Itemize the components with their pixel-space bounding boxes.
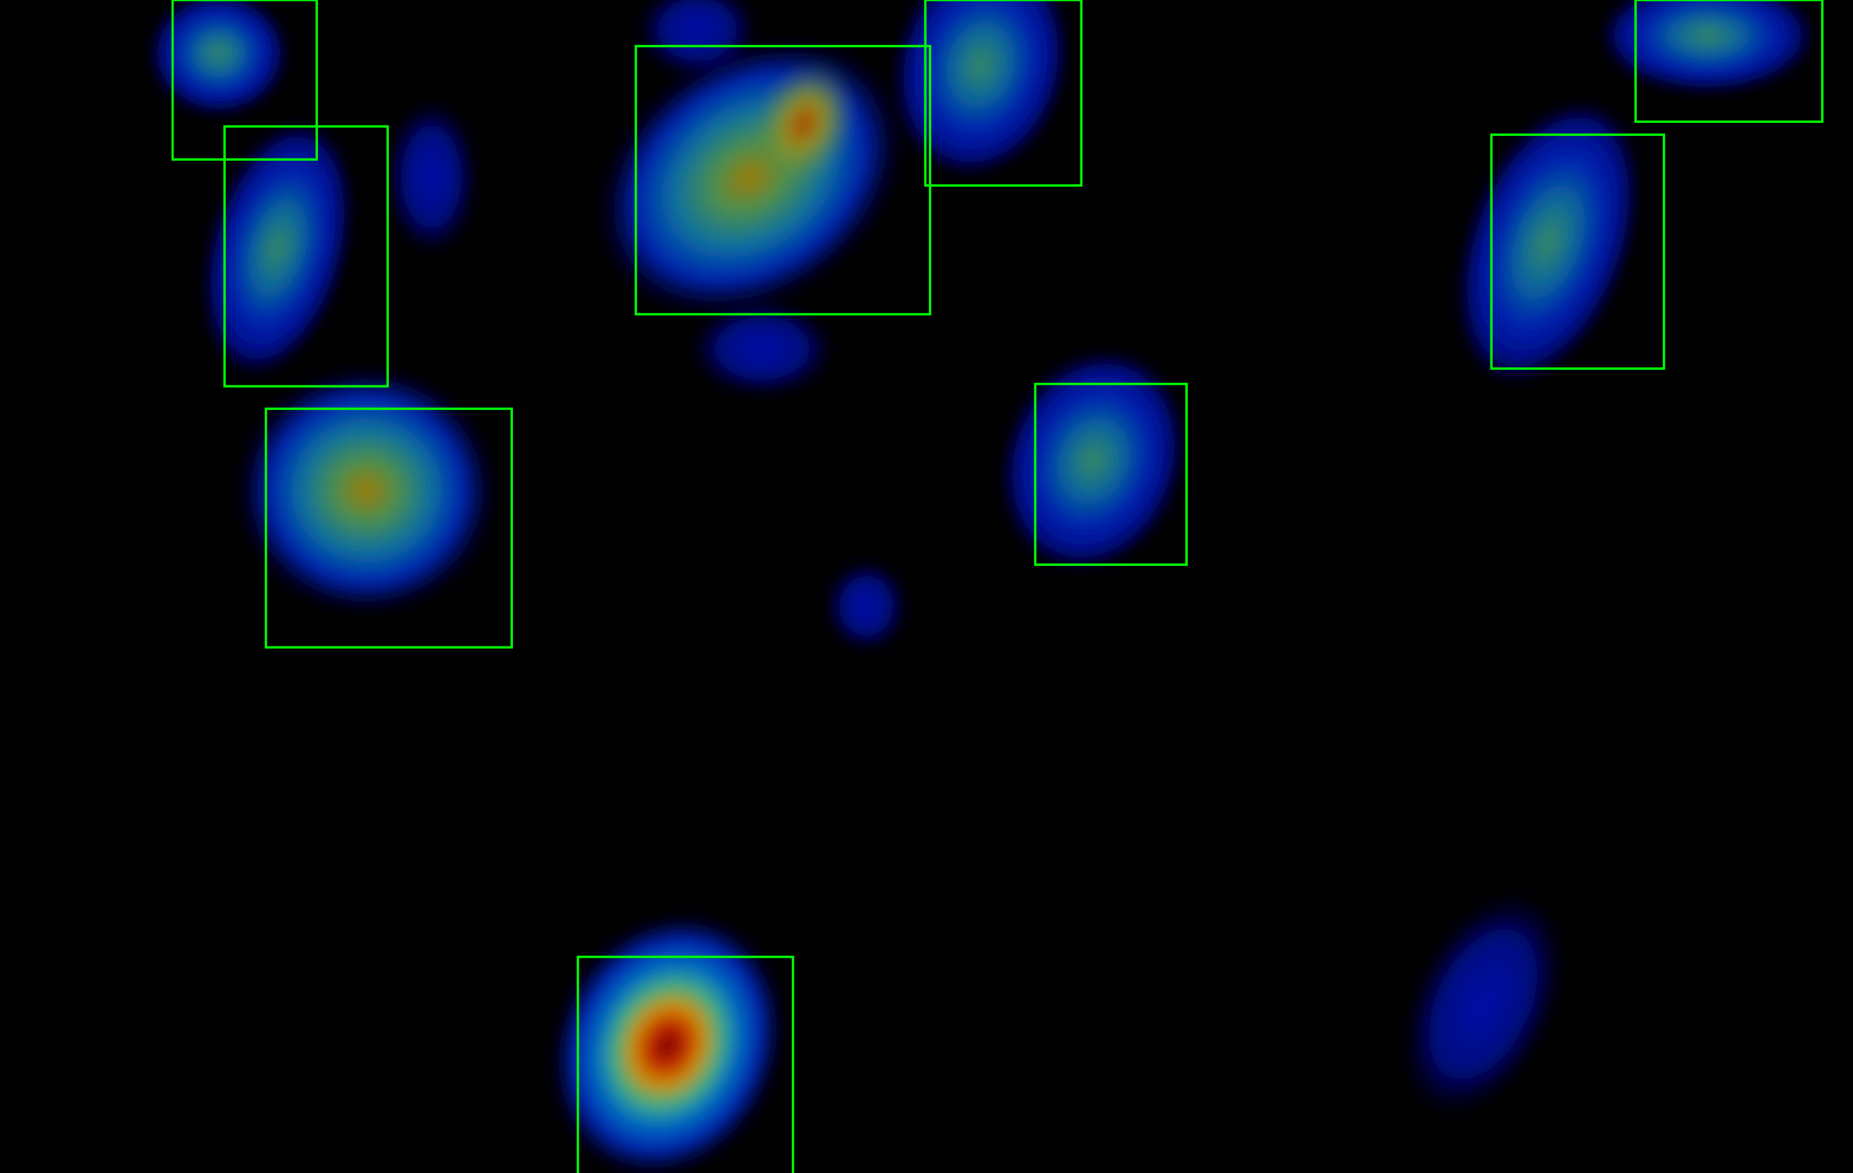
detection-box: [1634, 0, 1824, 123]
heat-blob: [550, 913, 785, 1173]
heat-blob: [893, 0, 1069, 176]
detection-boxes: [171, 0, 1824, 1173]
detection-box: [1490, 133, 1666, 370]
heat-blob: [1457, 100, 1639, 384]
heat-blob: [150, 0, 288, 115]
detection-box: [1034, 382, 1188, 566]
detection-box: [171, 0, 318, 161]
detection-box: [924, 0, 1083, 187]
heat-blob: [236, 366, 497, 615]
detection-box: [223, 125, 389, 388]
heat-blob: [752, 61, 855, 187]
heat-blob: [826, 561, 907, 651]
detection-box: [634, 44, 932, 316]
heat-blob: [1601, 0, 1814, 93]
detection-box: [264, 407, 513, 649]
heat-blob: [203, 121, 352, 375]
heat-blobs: [150, 0, 1814, 1173]
heat-blob: [691, 301, 834, 396]
detection-box: [576, 955, 795, 1173]
heat-blob: [1001, 350, 1185, 571]
heat-blob: [1403, 893, 1563, 1115]
heat-blob: [386, 100, 477, 254]
